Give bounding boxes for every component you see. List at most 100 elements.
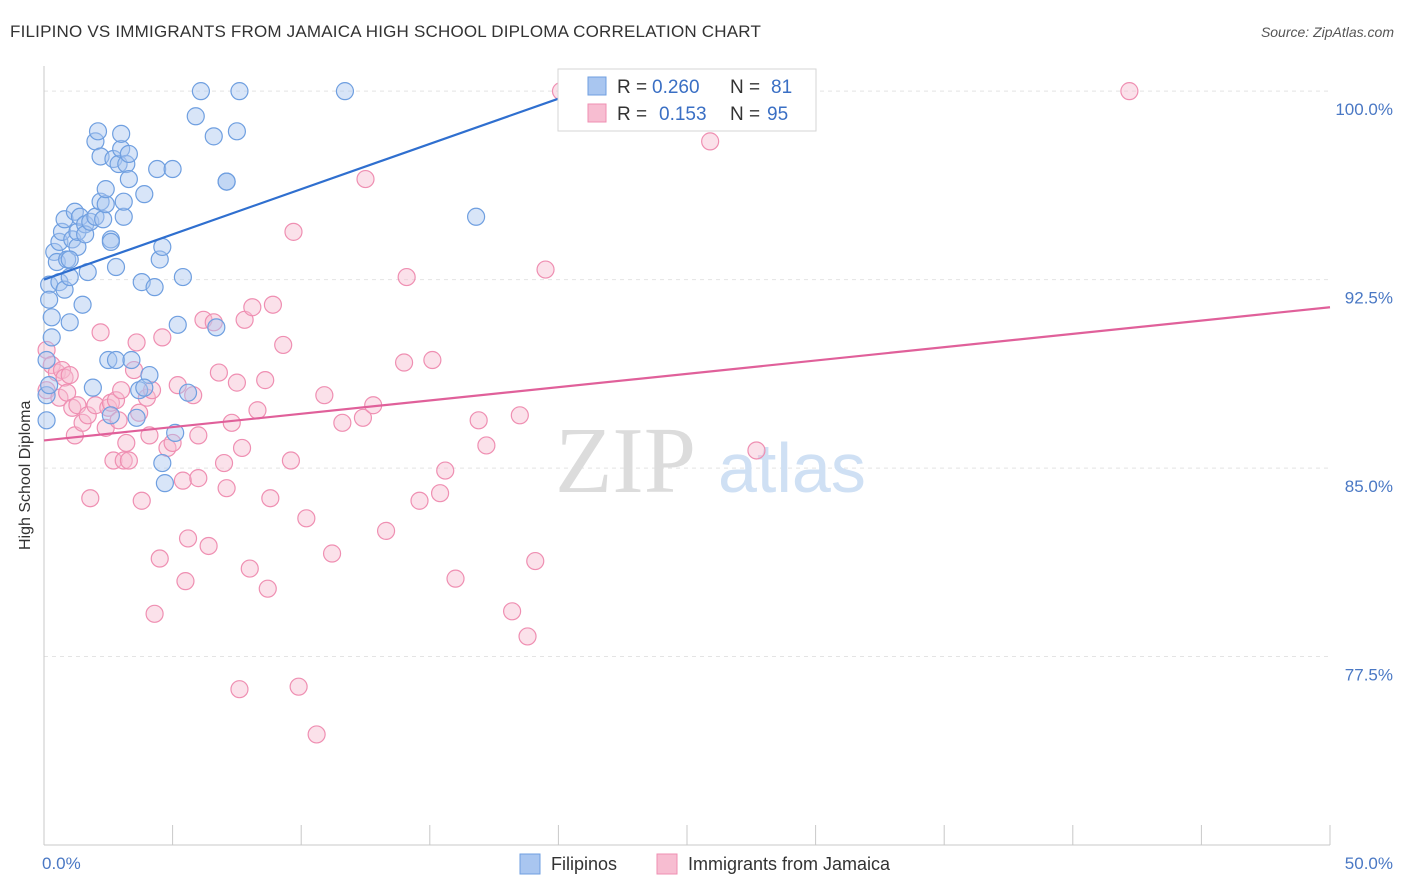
data-point <box>256 371 275 390</box>
x-tick-label-max: 50.0% <box>1345 854 1393 873</box>
data-point <box>63 398 82 417</box>
data-point <box>40 290 59 309</box>
data-point <box>153 453 172 473</box>
data-point <box>243 298 262 317</box>
axes <box>43 66 1331 846</box>
data-points <box>37 82 1139 744</box>
data-point <box>119 144 138 164</box>
data-point <box>227 122 246 141</box>
data-point <box>258 579 277 598</box>
data-point <box>145 604 164 623</box>
data-point <box>101 406 120 425</box>
data-point <box>178 383 198 402</box>
data-point <box>117 433 136 453</box>
data-point <box>307 725 326 744</box>
bottom-legend-swatch-filipinos <box>519 853 541 875</box>
data-point <box>60 365 79 385</box>
data-point <box>166 423 185 442</box>
data-point <box>155 474 174 493</box>
data-point <box>204 313 223 332</box>
data-point <box>91 323 110 342</box>
data-point <box>135 378 154 397</box>
data-point <box>83 378 102 397</box>
data-point <box>96 180 115 199</box>
data-point <box>112 124 131 143</box>
data-point <box>232 438 252 458</box>
data-point <box>81 489 100 508</box>
data-point <box>199 536 218 556</box>
data-point <box>510 406 529 425</box>
data-point <box>397 267 416 287</box>
data-point <box>230 680 249 699</box>
bottom-legend-swatch-jamaica <box>656 853 678 875</box>
data-point <box>114 192 133 211</box>
legend-r-label-1: R = <box>617 77 647 98</box>
data-point <box>503 602 522 621</box>
data-point <box>230 82 249 101</box>
bottom-legend-label-jamaica: Immigrants from Jamaica <box>688 854 891 874</box>
legend-r-value-filipinos: 0.260 <box>652 77 700 98</box>
data-point <box>99 350 118 370</box>
data-point <box>335 82 355 101</box>
data-point <box>130 381 149 400</box>
data-point <box>163 159 182 179</box>
data-point <box>436 461 455 480</box>
data-point <box>127 408 146 427</box>
data-point <box>114 451 133 470</box>
data-point <box>106 257 126 277</box>
legend-n-value-jamaica: 95 <box>767 104 788 125</box>
data-point <box>42 308 61 327</box>
data-point <box>376 521 396 540</box>
data-point <box>469 411 488 430</box>
data-point <box>430 484 450 503</box>
data-point <box>410 491 429 510</box>
data-point <box>130 403 149 422</box>
data-point <box>356 169 375 189</box>
data-point <box>101 393 120 412</box>
data-point <box>322 544 342 563</box>
data-point <box>217 172 236 191</box>
trend-line <box>43 306 1331 442</box>
data-point <box>55 368 74 387</box>
data-point <box>274 335 293 355</box>
data-point <box>106 350 126 370</box>
data-point <box>173 267 192 287</box>
data-point <box>526 551 545 571</box>
y-tick-label: 77.5% <box>1345 666 1393 685</box>
data-point <box>176 572 195 591</box>
data-point <box>168 376 187 395</box>
data-point <box>186 107 205 126</box>
data-point <box>132 491 151 510</box>
data-point <box>263 295 283 314</box>
legend-r-value-jamaica: 0.153 <box>659 104 707 125</box>
y-tick-label: 92.5% <box>1345 289 1393 308</box>
data-point <box>184 386 203 405</box>
data-point <box>76 215 95 234</box>
data-point <box>207 318 226 337</box>
data-point <box>114 207 133 226</box>
data-point <box>191 82 210 101</box>
watermark-atlas: atlas <box>718 429 866 507</box>
data-point <box>78 406 97 425</box>
data-point <box>135 185 154 204</box>
data-point <box>178 529 198 548</box>
watermark: ZIP atlas <box>555 409 866 513</box>
tick-labels: 100.0% 92.5% 85.0% 77.5% 0.0% 50.0% <box>42 100 1393 873</box>
data-point <box>261 489 280 508</box>
data-point <box>315 386 334 405</box>
data-point <box>518 627 537 646</box>
data-point <box>466 207 486 226</box>
data-point <box>209 363 228 382</box>
data-point <box>104 451 123 470</box>
data-point <box>477 436 496 455</box>
data-point <box>536 260 555 279</box>
data-point <box>37 350 56 370</box>
data-point <box>55 210 74 229</box>
trend-line <box>43 97 559 281</box>
data-point <box>222 413 241 432</box>
data-point <box>119 169 138 189</box>
data-point <box>168 315 187 334</box>
data-point <box>60 250 79 269</box>
data-point <box>333 413 352 432</box>
